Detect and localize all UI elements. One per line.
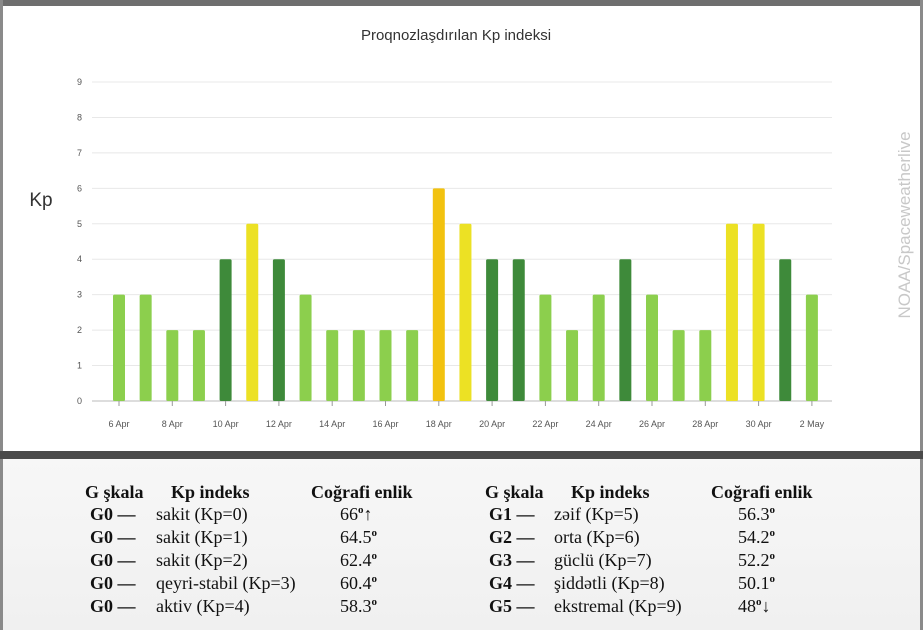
legend-kp-desc: şiddətli (Kp=8): [554, 573, 665, 593]
kp-bar: [699, 330, 712, 401]
y-axis-label: Kp: [29, 190, 52, 211]
kp-bar: [432, 188, 445, 401]
kp-bar: [219, 259, 232, 401]
legend-kp-desc: aktiv (Kp=4): [156, 596, 250, 616]
legend-g-level: G0 —: [90, 596, 136, 616]
legend-kp-desc: ekstremal (Kp=9): [554, 596, 682, 616]
legend-kp-desc: sakit (Kp=1): [156, 527, 248, 547]
kp-bar: [352, 330, 365, 401]
frame-left-border: [0, 0, 3, 630]
legend-g-level: G4 —: [489, 573, 535, 593]
x-tick-labels: 6 Apr 8 Apr 10 Apr 12 Apr 14 Apr 16 Apr 18 Apr…: [108, 401, 825, 429]
kp-bar: [619, 259, 632, 401]
x-tick-label: 16 Apr: [372, 419, 398, 429]
legend-kp-desc: zəif (Kp=5): [554, 504, 639, 524]
kp-bar: [646, 294, 658, 401]
y-tick-label: 5: [77, 219, 82, 229]
x-tick-label: 26 Apr: [639, 419, 665, 429]
legend-latitude: 56.3o: [738, 504, 775, 524]
x-tick-label: 6 Apr: [108, 419, 129, 429]
legend-header-geo-lat: Coğrafi enlik: [311, 482, 413, 502]
kp-bar: [486, 259, 499, 401]
kp-bar: [566, 330, 579, 401]
frame-top-border: [0, 0, 923, 6]
x-tick-label: 28 Apr: [692, 419, 718, 429]
y-tick-label: 9: [77, 77, 82, 87]
y-tick-label: 7: [77, 148, 82, 158]
kp-bar: [672, 330, 685, 401]
legend-header-g-scale-right: G şkala: [485, 482, 544, 502]
legend-latitude: 50.1o: [738, 573, 775, 593]
kp-bar: [459, 223, 472, 401]
legend-g-level: G5 —: [489, 596, 535, 616]
legend-latitude: 52.2o: [738, 550, 775, 570]
kp-bar: [113, 294, 125, 401]
kp-bar: [166, 330, 179, 401]
x-tick-label: 20 Apr: [479, 419, 505, 429]
legend-header-geo-lat-right: Coğrafi enlik: [711, 482, 813, 502]
kp-bar: [139, 294, 152, 401]
legend-g-level: G1 —: [489, 504, 535, 524]
kp-bar: [752, 223, 765, 401]
legend-g-level: G0 —: [90, 504, 136, 524]
y-tick-label: 6: [77, 183, 82, 193]
legend-latitude: 54.2o: [738, 527, 775, 547]
legend-latitude: 64.5o: [340, 527, 377, 547]
legend-g-level: G0 —: [90, 573, 136, 593]
x-tick-label: 12 Apr: [266, 419, 292, 429]
legend-latitude: 62.4o: [340, 550, 377, 570]
y-tick-label: 4: [77, 254, 82, 264]
legend-g-level: G0 —: [90, 550, 136, 570]
kp-bar: [539, 294, 552, 401]
x-tick-label: 22 Apr: [532, 419, 558, 429]
y-tick-label: 3: [77, 290, 82, 300]
x-tick-label: 30 Apr: [746, 419, 772, 429]
kp-bar: [299, 294, 312, 401]
x-tick-label: 18 Apr: [426, 419, 452, 429]
kp-bar: [379, 330, 392, 401]
legend-g-level: G2 —: [489, 527, 535, 547]
y-tick-label: 8: [77, 112, 82, 122]
x-tick-label: 2 May: [800, 419, 825, 429]
kp-bar: [326, 330, 339, 401]
kp-bar: [779, 259, 792, 401]
legend-kp-desc: sakit (Kp=0): [156, 504, 248, 524]
x-tick-label: 14 Apr: [319, 419, 345, 429]
legend-latitude: 66o↑: [340, 504, 373, 524]
kp-bar: [805, 294, 818, 401]
y-tick-label: 2: [77, 325, 82, 335]
legend-header-g-scale: G şkala: [85, 482, 144, 502]
bars: [113, 188, 818, 401]
legend-kp-desc: sakit (Kp=2): [156, 550, 248, 570]
legend-g-level: G0 —: [90, 527, 136, 547]
kp-bar: [406, 330, 419, 401]
legend-kp-desc: orta (Kp=6): [554, 527, 640, 547]
kp-bar: [592, 294, 605, 401]
x-tick-label: 10 Apr: [213, 419, 239, 429]
kp-bar: [512, 259, 525, 401]
y-tick-label: 1: [77, 361, 82, 371]
chart-title: Proqnozlaşdırılan Kp indeksi: [361, 27, 551, 44]
section-divider: [0, 451, 923, 459]
x-tick-label: 24 Apr: [586, 419, 612, 429]
legend-g-level: G3 —: [489, 550, 535, 570]
y-tick-label: 0: [77, 396, 82, 406]
kp-bar: [725, 223, 738, 401]
kp-bar: [272, 259, 285, 401]
legend-kp-desc: güclü (Kp=7): [554, 550, 652, 570]
kp-forecast-chart: Proqnozlaşdırılan Kp indeksi Kp 0 1 2 3 4 5 6 7…: [29, 27, 832, 429]
watermark: NOAA/Spaceweatherlive: [895, 131, 914, 319]
legend-latitude: 58.3o: [340, 596, 377, 616]
x-tick-label: 8 Apr: [162, 419, 183, 429]
kp-bar: [246, 223, 259, 401]
legend-header-kp-index: Kp indeks: [171, 482, 250, 502]
y-tick-labels: 0 1 2 3 4 5 6 7 8 9: [77, 77, 82, 406]
legend-latitude: 60.4o: [340, 573, 377, 593]
g-scale-legend: G şkala Kp indeks Coğrafi enlik G şkala …: [3, 459, 920, 630]
frame-right-border: [920, 0, 923, 630]
legend-header-kp-index-right: Kp indeks: [571, 482, 650, 502]
legend-kp-desc: qeyri-stabil (Kp=3): [156, 573, 296, 593]
legend-latitude: 48o↓: [738, 596, 771, 616]
kp-bar: [192, 330, 205, 401]
